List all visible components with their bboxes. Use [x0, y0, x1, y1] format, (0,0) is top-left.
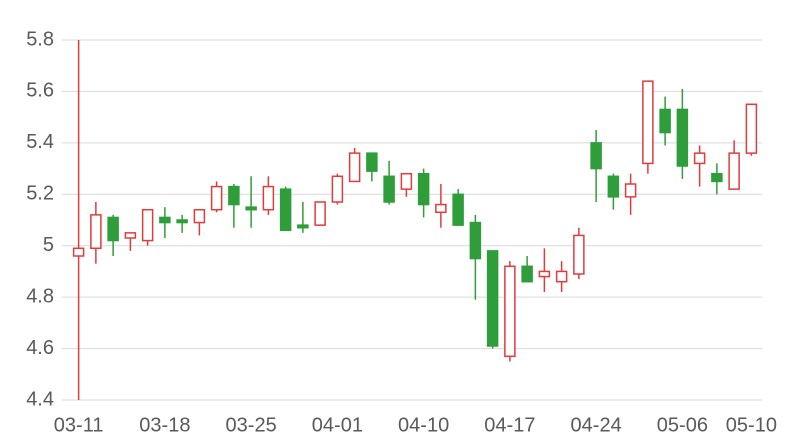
candle-body: [435, 203, 447, 214]
x-tick-label: 04-24: [571, 414, 622, 436]
candle-body: [573, 234, 585, 275]
candle-body: [245, 206, 257, 211]
y-tick-label: 5.8: [26, 28, 54, 50]
candle-body: [193, 208, 206, 224]
candle-body: [314, 201, 326, 226]
candle-body: [400, 172, 413, 190]
x-tick-label: 04-01: [312, 414, 363, 436]
y-tick-label: 5.2: [26, 183, 54, 205]
candle-body: [676, 108, 689, 167]
candle-body: [366, 152, 378, 172]
x-tick-label: 03-11: [54, 414, 104, 436]
candle-body: [624, 183, 637, 198]
candle-body: [486, 250, 499, 347]
candle-body: [642, 80, 654, 165]
candle-body: [521, 265, 533, 283]
x-tick-label: 04-10: [398, 414, 449, 436]
x-tick-label: 04-17: [484, 414, 535, 436]
x-tick-label: 05-06: [657, 414, 708, 436]
candle-body: [124, 232, 137, 239]
candle-body: [538, 270, 551, 278]
candle-body: [141, 208, 154, 242]
x-tick-label: 05-10: [726, 414, 777, 436]
candle-body: [659, 108, 671, 134]
candle-body: [90, 214, 102, 250]
candle-body: [607, 175, 620, 198]
y-tick-label: 5.4: [26, 131, 54, 153]
candle-body: [711, 172, 723, 183]
candle-body: [228, 185, 240, 206]
candle-body: [452, 193, 464, 226]
y-tick-label: 4.8: [26, 285, 54, 307]
candle-body: [555, 270, 568, 283]
candle-body: [331, 175, 344, 203]
candle-body: [176, 219, 188, 224]
candle-body: [469, 221, 482, 260]
candle-body: [383, 175, 395, 203]
candle-body: [417, 172, 430, 206]
x-tick-label: 03-25: [226, 414, 277, 436]
candle-body: [728, 152, 740, 190]
candle-body: [107, 216, 119, 242]
candle-body: [72, 247, 85, 257]
y-tick-label: 5.6: [26, 80, 54, 102]
candle-body: [279, 188, 292, 232]
x-tick-label: 03-18: [139, 414, 190, 436]
candle-body: [159, 216, 171, 224]
y-tick-label: 5: [43, 234, 54, 256]
candle-body: [693, 152, 706, 165]
y-tick-label: 4.4: [26, 388, 54, 410]
candle-body: [262, 185, 275, 211]
y-tick-label: 4.6: [26, 337, 54, 359]
candle-body: [210, 185, 223, 211]
candle-body: [348, 152, 361, 183]
candle-body: [504, 265, 516, 358]
candle-body: [745, 103, 758, 154]
candle-body: [590, 142, 602, 170]
candle-body: [297, 224, 309, 229]
